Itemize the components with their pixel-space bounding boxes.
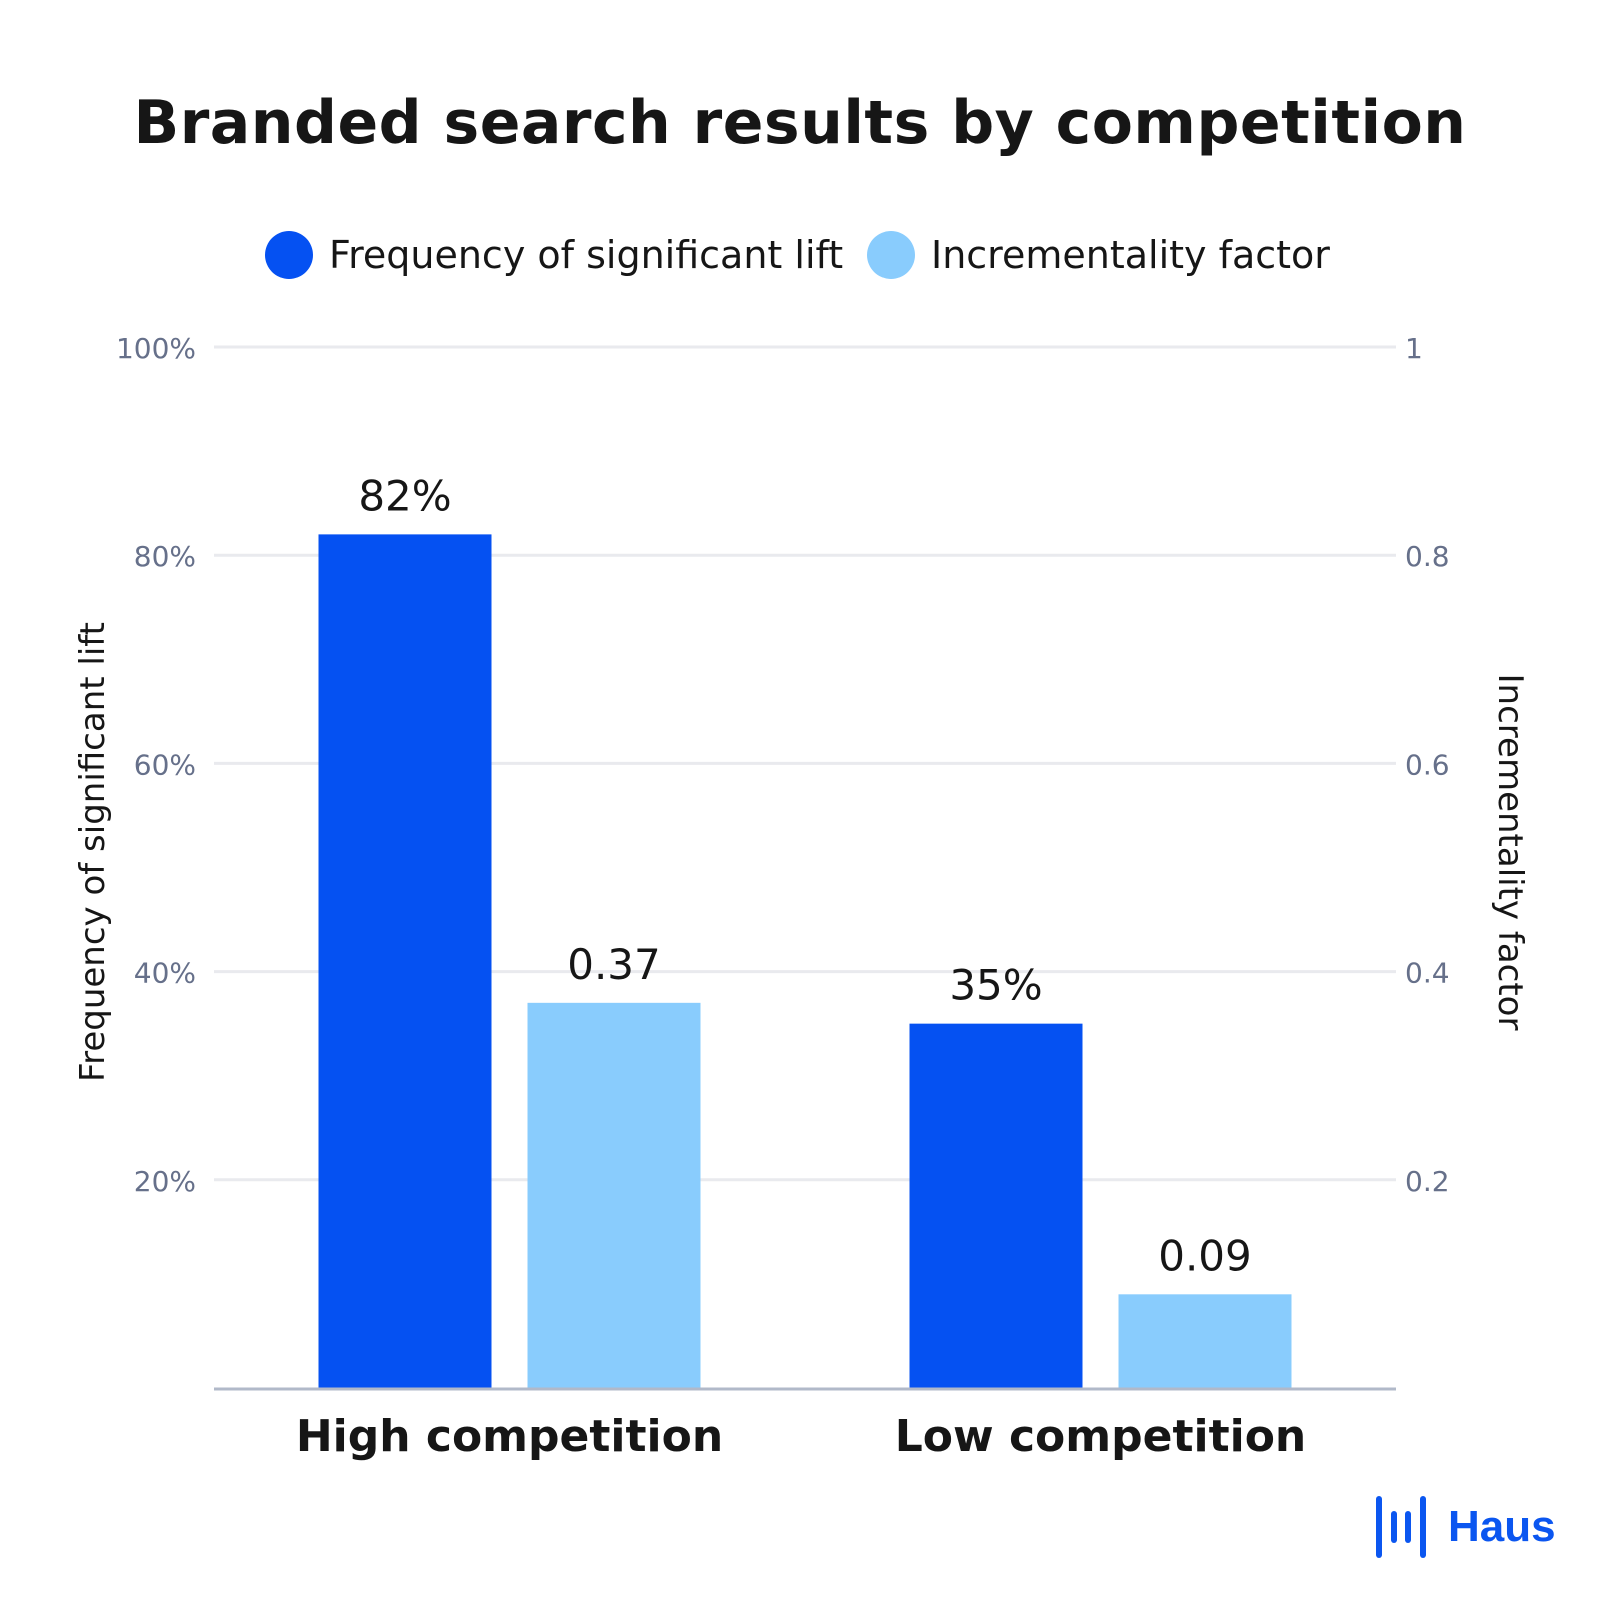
data-label: 82% (358, 471, 451, 520)
x-tick-label: High competition (296, 1411, 723, 1462)
data-label: 0.09 (1158, 1231, 1252, 1280)
x-tick-label: Low competition (895, 1411, 1307, 1462)
haus-logo-icon (1376, 1496, 1426, 1558)
legend-swatch-frequency (265, 231, 313, 279)
y-tick-label-right: 0.2 (1405, 1165, 1450, 1198)
y-tick-label-left: 20% (134, 1165, 196, 1198)
bar-incrementality (1118, 1294, 1292, 1388)
chart-title: Branded search results by competition (133, 88, 1467, 158)
legend-label-frequency: Frequency of significant lift (329, 233, 844, 277)
legend-item-frequency: Frequency of significant lift (265, 231, 844, 279)
y-tick-label-left: 40% (134, 957, 196, 990)
y-tick-label-left: 80% (134, 540, 196, 573)
y-tick-label-right: 0.8 (1405, 540, 1450, 573)
legend-label-incrementality: Incrementality factor (931, 233, 1330, 277)
y-tick-label-right: 1 (1405, 332, 1423, 365)
bar-frequency (318, 534, 492, 1388)
bar-incrementality (527, 1002, 701, 1388)
y-tick-label-right: 0.4 (1405, 957, 1450, 990)
y-axis-title-right: Incrementality factor (1490, 674, 1530, 1031)
legend-swatch-incrementality (867, 231, 915, 279)
legend-item-incrementality: Incrementality factor (867, 231, 1330, 279)
y-axis-title-left: Frequency of significant lift (73, 622, 113, 1082)
data-label: 35% (949, 961, 1042, 1010)
bar-frequency (909, 1023, 1083, 1388)
data-label: 0.37 (567, 940, 661, 989)
brand-name: Haus (1448, 1502, 1556, 1551)
y-tick-label-left: 100% (116, 332, 196, 365)
y-tick-label-left: 60% (134, 748, 196, 781)
y-tick-label-right: 0.6 (1405, 748, 1450, 781)
brand-logo: Haus (1374, 1494, 1556, 1560)
